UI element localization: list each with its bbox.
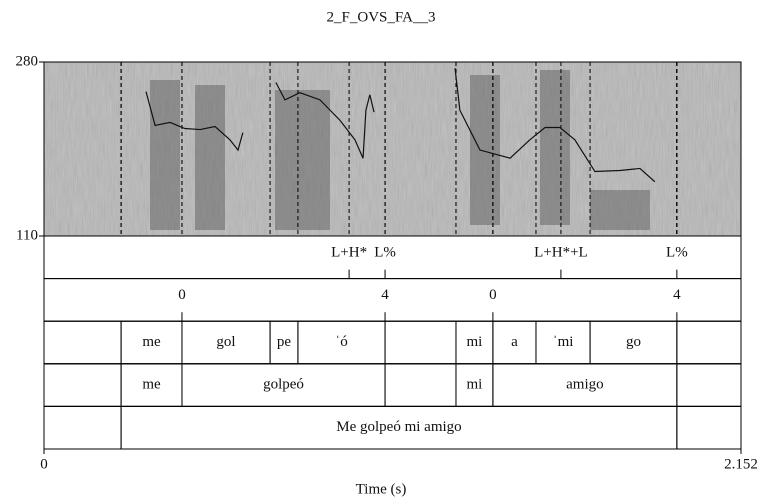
point-label: 0 <box>178 287 186 303</box>
interval <box>384 320 457 365</box>
interval-label: me <box>142 377 161 393</box>
interval <box>676 363 742 407</box>
interval-label: amigo <box>566 377 604 393</box>
interval <box>676 405 742 450</box>
interval-label: golpeó <box>263 377 304 393</box>
interval-label: pe <box>277 334 292 350</box>
interval-label: a <box>511 334 518 350</box>
point-label: L+H* <box>331 244 367 260</box>
spectrogram-energy <box>150 70 650 230</box>
pitch-track <box>145 68 656 183</box>
point-label: 4 <box>673 287 681 303</box>
tier <box>43 278 742 322</box>
point-label: L% <box>374 244 396 260</box>
interval <box>43 405 122 450</box>
interval-label: Me golpeó mi amigo <box>336 419 461 435</box>
interval-label: mi <box>467 377 483 393</box>
y-tick-label: 280 <box>16 53 39 69</box>
point-label: 0 <box>489 287 497 303</box>
x-tick-label: 2.152 <box>724 456 758 472</box>
interval-label: ˈmi <box>553 334 574 350</box>
interval-label: go <box>626 334 641 350</box>
interval-label: ˈó <box>335 334 348 350</box>
interval <box>384 363 457 407</box>
interval-label: gol <box>216 334 235 350</box>
spectrogram-texture <box>44 62 741 236</box>
interval-label: me <box>142 334 161 350</box>
interval <box>676 320 742 365</box>
y-tick-label: 110 <box>16 227 38 243</box>
interval-label: mi <box>467 334 483 350</box>
x-axis-label: Time (s) <box>356 481 407 497</box>
chart-title: 2_F_OVS_FA__3 <box>327 9 436 25</box>
x-tick-label: 0 <box>40 456 48 472</box>
interval <box>43 320 122 365</box>
interval <box>43 363 122 407</box>
point-label: L+H*+L <box>534 244 588 260</box>
point-label: L% <box>666 244 688 260</box>
point-label: 4 <box>381 287 389 303</box>
